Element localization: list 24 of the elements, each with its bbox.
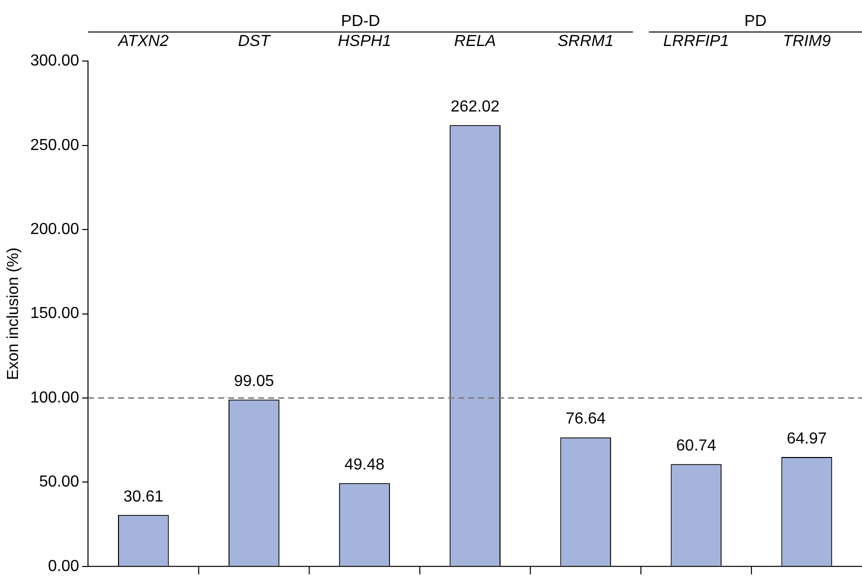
- text: PD-D: [340, 13, 380, 30]
- x-tick-label: TRIM9: [782, 33, 831, 50]
- y-axis-title: Exon inclusion (%): [5, 248, 22, 380]
- y-tick-label: 250.00: [30, 136, 80, 154]
- data-label: 64.97: [786, 430, 827, 448]
- y-tick-label: 150.00: [30, 305, 80, 322]
- x-tick-label: RELA: [454, 33, 496, 50]
- text: PD: [744, 13, 767, 30]
- y-tick-label: 100.00: [30, 389, 80, 406]
- x-tick-label: HSPH1: [338, 33, 392, 50]
- y-tick-label: 300.00: [30, 52, 80, 70]
- y-tick-label: 0.00: [48, 558, 80, 575]
- x-tick-label: LRRFIP1: [663, 33, 730, 50]
- data-label: 30.61: [123, 488, 164, 506]
- y-tick-label: 50.00: [39, 474, 80, 491]
- y-tick-label: 200.00: [30, 221, 80, 238]
- x-tick-label: ATXN2: [117, 33, 169, 50]
- data-label: 49.48: [344, 456, 385, 474]
- x-tick-label: DST: [238, 33, 272, 50]
- x-tick-label: SRRM1: [558, 33, 614, 50]
- data-label: 262.02: [450, 98, 500, 116]
- data-label: 99.05: [234, 373, 274, 390]
- data-label: 60.74: [676, 438, 716, 455]
- data-label: 76.64: [566, 410, 606, 428]
